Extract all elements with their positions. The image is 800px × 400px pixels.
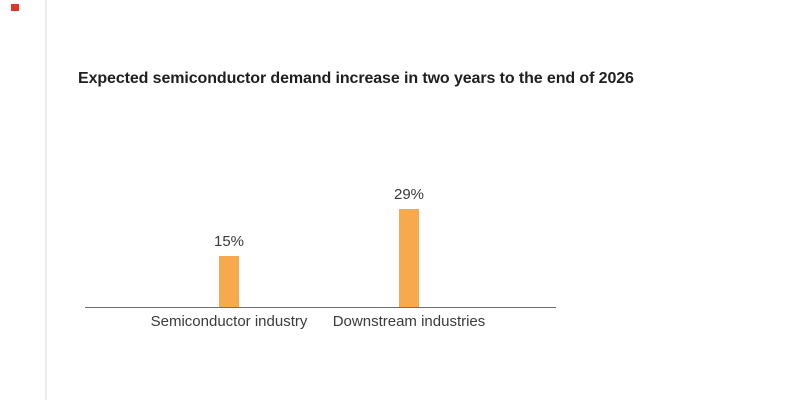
bar-chart-plot-area: 15% 29% Semiconductor industry Downstrea… xyxy=(85,150,556,330)
category-label-semiconductor: Semiconductor industry xyxy=(150,313,308,330)
bar-value-label: 15% xyxy=(213,233,245,250)
chart-title: Expected semiconductor demand increase i… xyxy=(78,70,634,87)
category-label-downstream: Downstream industries xyxy=(332,313,486,330)
bar-downstream-industries xyxy=(399,209,419,307)
x-axis-line xyxy=(85,306,556,308)
red-dash-mark xyxy=(11,4,19,11)
bar-group-semiconductor: 15% xyxy=(169,234,289,307)
bar-group-downstream: 29% xyxy=(349,187,469,307)
bar-semiconductor-industry xyxy=(219,256,239,307)
bar-value-label: 29% xyxy=(393,186,425,203)
left-edge-line xyxy=(45,0,47,400)
